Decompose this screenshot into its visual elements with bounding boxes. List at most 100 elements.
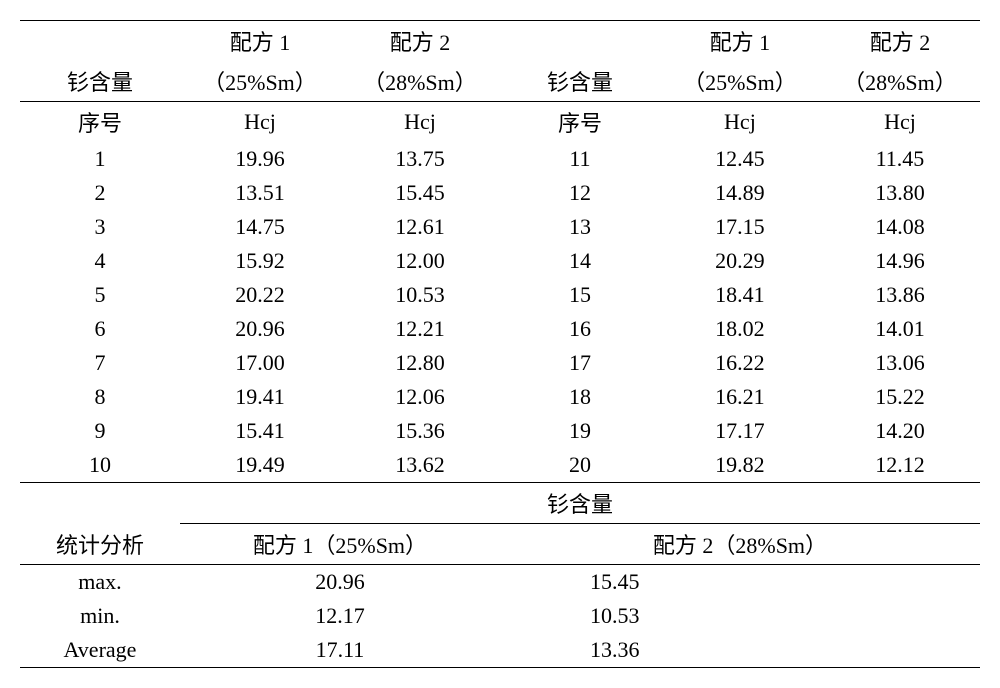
header-cell: （25%Sm） xyxy=(660,61,820,102)
header-cell: 钐含量 xyxy=(500,61,660,102)
data-cell: 16.21 xyxy=(660,380,820,414)
data-cell: 13.80 xyxy=(820,176,980,210)
stats-value: 17.11 xyxy=(180,633,500,668)
data-cell: 13.51 xyxy=(180,176,340,210)
subheader-cell: Hcj xyxy=(660,102,820,143)
data-cell: 19 xyxy=(500,414,660,448)
data-cell: 18 xyxy=(500,380,660,414)
header-cell: 配方 2 xyxy=(340,21,500,62)
header-cell: 配方 2 xyxy=(820,21,980,62)
data-cell: 11.45 xyxy=(820,142,980,176)
header-row-2: 钐含量 （25%Sm） （28%Sm） 钐含量 （25%Sm） （28%Sm） xyxy=(20,61,980,102)
stats-value: 13.36 xyxy=(500,633,980,668)
stats-row: Average 17.11 13.36 xyxy=(20,633,980,668)
data-cell: 17.17 xyxy=(660,414,820,448)
data-cell: 20.29 xyxy=(660,244,820,278)
header-row-1: 配方 1 配方 2 配方 1 配方 2 xyxy=(20,21,980,62)
data-row: 3 14.75 12.61 13 17.15 14.08 xyxy=(20,210,980,244)
data-cell: 12.06 xyxy=(340,380,500,414)
data-cell: 13.86 xyxy=(820,278,980,312)
data-cell: 15.36 xyxy=(340,414,500,448)
stats-span-header-row: 钐含量 xyxy=(20,483,980,524)
data-cell: 14.20 xyxy=(820,414,980,448)
data-cell: 18.41 xyxy=(660,278,820,312)
data-row: 6 20.96 12.21 16 18.02 14.01 xyxy=(20,312,980,346)
subheader-cell: 序号 xyxy=(20,102,180,143)
subheader-cell: Hcj xyxy=(340,102,500,143)
data-cell: 17.00 xyxy=(180,346,340,380)
data-row: 7 17.00 12.80 17 16.22 13.06 xyxy=(20,346,980,380)
stats-label: Average xyxy=(20,633,180,668)
stats-header-cell: 配方 2（28%Sm） xyxy=(500,524,980,565)
subheader-cell: Hcj xyxy=(180,102,340,143)
header-cell: （28%Sm） xyxy=(340,61,500,102)
data-cell: 19.41 xyxy=(180,380,340,414)
data-cell: 1 xyxy=(20,142,180,176)
stats-row: min. 12.17 10.53 xyxy=(20,599,980,633)
header-cell: （28%Sm） xyxy=(820,61,980,102)
data-cell: 14.75 xyxy=(180,210,340,244)
data-cell: 7 xyxy=(20,346,180,380)
data-row: 2 13.51 15.45 12 14.89 13.80 xyxy=(20,176,980,210)
data-cell: 15 xyxy=(500,278,660,312)
stats-value: 10.53 xyxy=(500,599,980,633)
data-cell: 14.08 xyxy=(820,210,980,244)
data-cell: 12.21 xyxy=(340,312,500,346)
data-cell: 10.53 xyxy=(340,278,500,312)
data-cell: 13 xyxy=(500,210,660,244)
data-row: 4 15.92 12.00 14 20.29 14.96 xyxy=(20,244,980,278)
data-cell: 8 xyxy=(20,380,180,414)
stats-value: 20.96 xyxy=(180,565,500,600)
data-cell: 12.45 xyxy=(660,142,820,176)
header-cell xyxy=(20,21,180,62)
data-cell: 20.22 xyxy=(180,278,340,312)
subheader-row: 序号 Hcj Hcj 序号 Hcj Hcj xyxy=(20,102,980,143)
data-cell: 17.15 xyxy=(660,210,820,244)
stats-header-cell: 配方 1（25%Sm） xyxy=(180,524,500,565)
data-cell: 15.92 xyxy=(180,244,340,278)
subheader-cell: 序号 xyxy=(500,102,660,143)
data-cell: 12 xyxy=(500,176,660,210)
data-table-container: 配方 1 配方 2 配方 1 配方 2 钐含量 （25%Sm） （28%Sm） … xyxy=(20,20,980,668)
data-cell: 20 xyxy=(500,448,660,483)
header-cell: 配方 1 xyxy=(660,21,820,62)
data-cell: 12.00 xyxy=(340,244,500,278)
stats-value: 12.17 xyxy=(180,599,500,633)
data-cell: 10 xyxy=(20,448,180,483)
data-cell: 16.22 xyxy=(660,346,820,380)
header-cell: 配方 1 xyxy=(180,21,340,62)
data-row: 10 19.49 13.62 20 19.82 12.12 xyxy=(20,448,980,483)
data-row: 8 19.41 12.06 18 16.21 15.22 xyxy=(20,380,980,414)
data-cell: 14.89 xyxy=(660,176,820,210)
header-cell: 钐含量 xyxy=(20,61,180,102)
stats-span-header: 钐含量 xyxy=(180,483,980,524)
data-cell: 13.62 xyxy=(340,448,500,483)
data-cell: 14.01 xyxy=(820,312,980,346)
data-cell: 4 xyxy=(20,244,180,278)
data-cell: 6 xyxy=(20,312,180,346)
data-row: 1 19.96 13.75 11 12.45 11.45 xyxy=(20,142,980,176)
data-cell: 19.96 xyxy=(180,142,340,176)
main-data-table: 配方 1 配方 2 配方 1 配方 2 钐含量 （25%Sm） （28%Sm） … xyxy=(20,20,980,483)
header-cell: （25%Sm） xyxy=(180,61,340,102)
data-cell: 3 xyxy=(20,210,180,244)
data-cell: 14.96 xyxy=(820,244,980,278)
stats-label: min. xyxy=(20,599,180,633)
stats-header-row: 统计分析 配方 1（25%Sm） 配方 2（28%Sm） xyxy=(20,524,980,565)
data-cell: 12.80 xyxy=(340,346,500,380)
data-cell: 16 xyxy=(500,312,660,346)
stats-table: 钐含量 统计分析 配方 1（25%Sm） 配方 2（28%Sm） max. 20… xyxy=(20,483,980,668)
data-cell: 15.22 xyxy=(820,380,980,414)
data-cell: 20.96 xyxy=(180,312,340,346)
data-cell: 12.12 xyxy=(820,448,980,483)
header-cell xyxy=(500,21,660,62)
data-cell: 15.41 xyxy=(180,414,340,448)
stats-label: max. xyxy=(20,565,180,600)
data-cell: 15.45 xyxy=(340,176,500,210)
data-row: 5 20.22 10.53 15 18.41 13.86 xyxy=(20,278,980,312)
stats-empty-cell xyxy=(20,483,180,524)
stats-row: max. 20.96 15.45 xyxy=(20,565,980,600)
data-cell: 18.02 xyxy=(660,312,820,346)
data-cell: 14 xyxy=(500,244,660,278)
data-cell: 17 xyxy=(500,346,660,380)
